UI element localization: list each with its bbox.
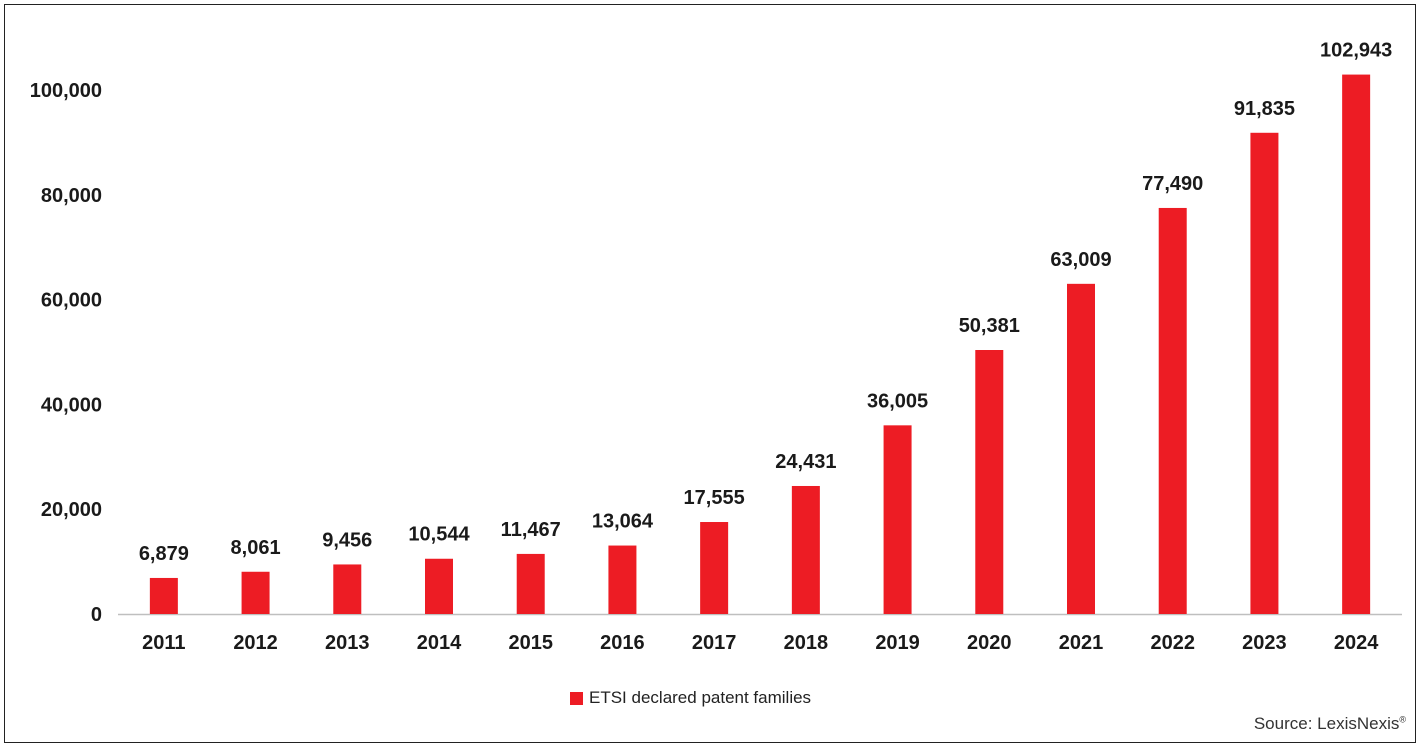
x-tick-label: 2018 [784,632,829,654]
bar [516,553,545,614]
bar [333,564,362,614]
bar [608,545,637,614]
data-label: 24,431 [775,451,836,473]
x-tick-label: 2022 [1150,632,1195,654]
data-label: 8,061 [231,537,281,559]
x-tick-label: 2013 [325,632,370,654]
x-tick-label: 2024 [1334,632,1379,654]
data-label: 63,009 [1050,249,1111,271]
data-label: 77,490 [1142,173,1203,195]
data-label: 6,879 [139,543,189,565]
bar [149,577,178,614]
y-tick-label: 0 [91,604,102,626]
bar [241,571,270,614]
bar [1342,74,1371,615]
x-tick-label: 2021 [1059,632,1104,654]
x-tick-label: 2023 [1242,632,1287,654]
x-tick-label: 2019 [875,632,920,654]
bar [1158,207,1187,614]
data-label: 17,555 [684,487,745,509]
registered-mark: ® [1399,714,1406,725]
data-label: 91,835 [1234,98,1295,120]
bar [975,350,1004,614]
y-tick-label: 40,000 [41,394,102,416]
x-tick-label: 2020 [967,632,1012,654]
y-tick-label: 100,000 [30,80,102,102]
y-tick-label: 20,000 [41,499,102,521]
legend: ETSI declared patent families [570,688,811,708]
bar [883,425,912,614]
bar [791,485,820,614]
x-tick-label: 2012 [233,632,278,654]
bar [425,558,453,614]
x-tick-label: 2017 [692,632,737,654]
y-tick-label: 60,000 [41,290,102,312]
data-label: 11,467 [501,519,561,541]
legend-swatch [570,691,583,705]
y-tick-label: 80,000 [41,185,102,207]
x-tick-label: 2015 [508,632,553,654]
x-tick-label: 2014 [417,632,462,654]
bar [1250,132,1279,614]
data-label: 36,005 [867,390,928,412]
data-label: 50,381 [959,315,1020,337]
data-label: 10,544 [408,524,470,546]
source-text: Source: LexisNexis [1253,714,1400,733]
data-label: 13,064 [592,511,654,533]
source-note: Source: LexisNexis® [1254,714,1406,734]
x-tick-label: 2016 [600,632,645,654]
bar [700,522,729,614]
data-label: 9,456 [322,529,372,551]
legend-label: ETSI declared patent families [589,688,812,707]
data-label: 102,943 [1320,40,1392,62]
x-tick-label: 2011 [142,632,185,654]
bar [1067,283,1095,614]
